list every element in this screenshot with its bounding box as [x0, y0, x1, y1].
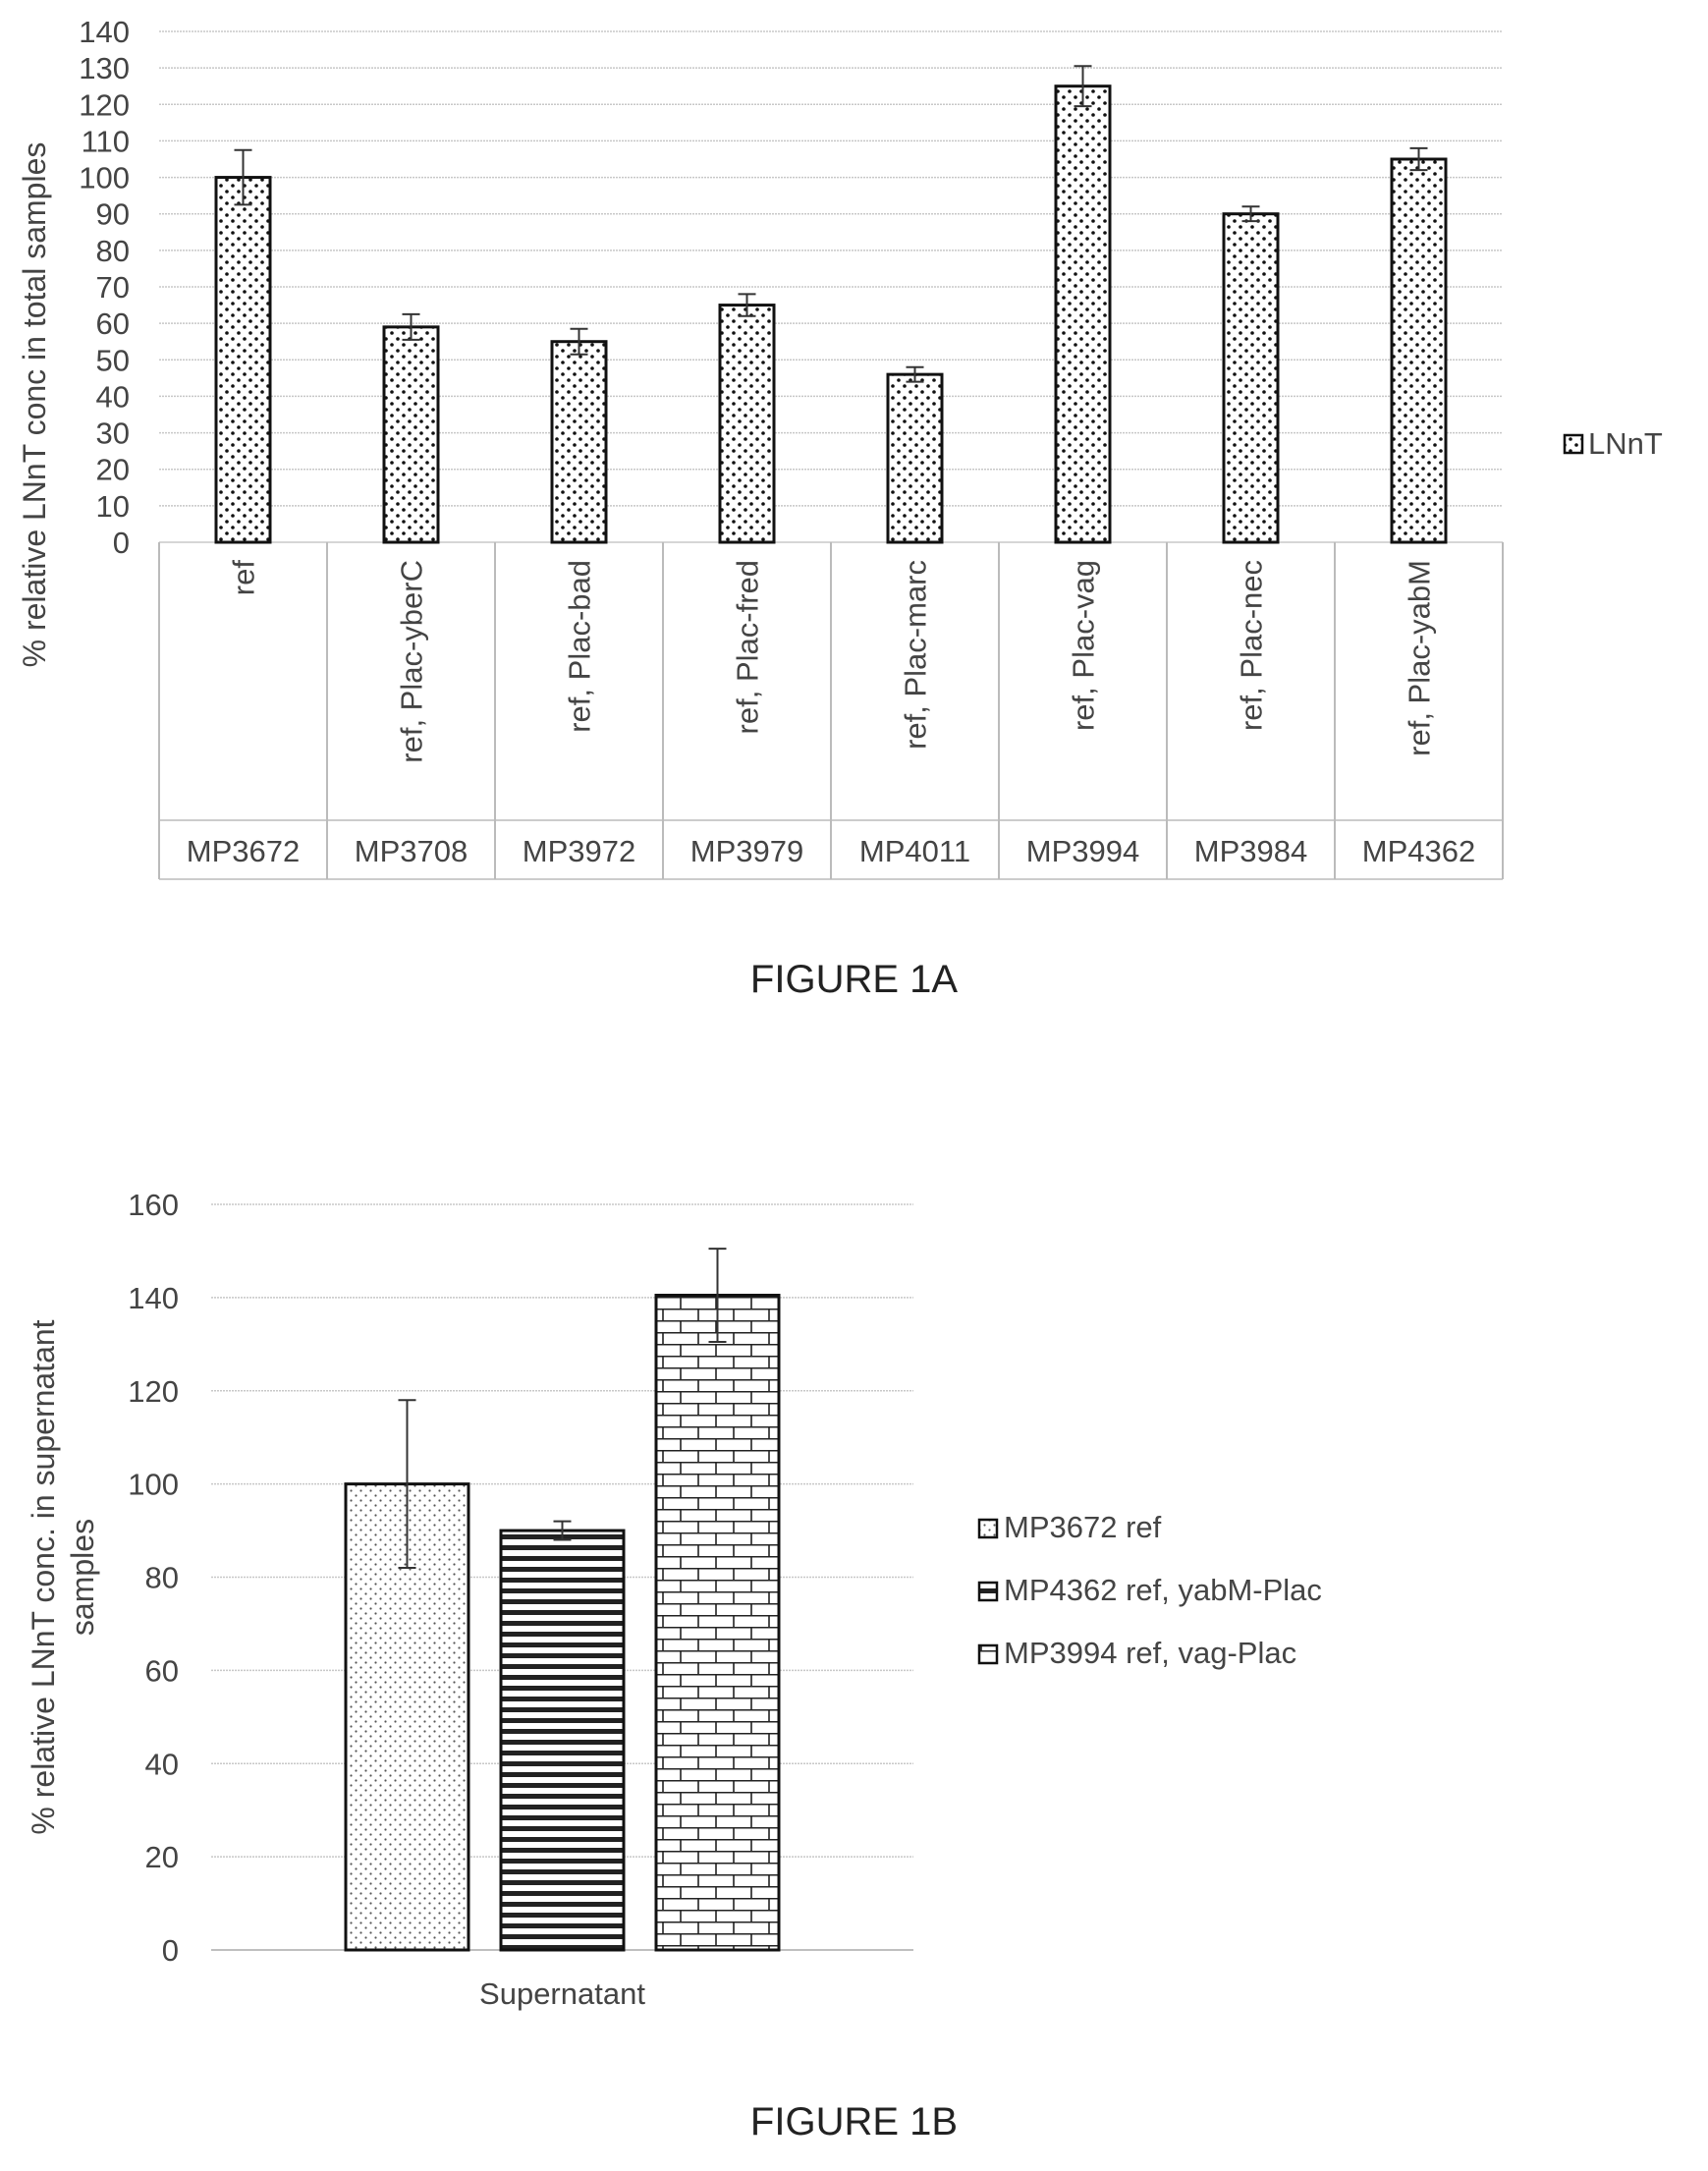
y-tick-label: 10	[96, 489, 130, 524]
bar-MP4362	[1390, 157, 1448, 544]
y-tick-label: 60	[145, 1653, 179, 1688]
y-tick-label: 140	[79, 15, 130, 49]
y-tick-label: 0	[113, 526, 130, 560]
y-tick-label: 90	[96, 197, 130, 232]
bar-series-3	[654, 1294, 781, 1952]
y-tick-label: 40	[96, 379, 130, 414]
y-axis-label-line: % relative LNnT conc. in supernatant	[26, 1319, 61, 1834]
category-strain-label: MP3972	[523, 834, 635, 868]
y-axis-label: % relative LNnT conc. in supernatant samp…	[26, 1319, 100, 1834]
bar-MP3979	[718, 304, 776, 544]
y-tick-label: 140	[128, 1281, 179, 1315]
y-tick-label: 0	[162, 1933, 179, 1968]
y-axis-label-line: samples	[65, 1519, 100, 1636]
y-tick-label: 20	[96, 453, 130, 487]
y-tick-label: 100	[79, 161, 130, 195]
y-tick-label: 120	[79, 87, 130, 122]
figure-caption-1a: FIGURE 1A	[749, 958, 959, 1001]
category-label: ref, Plac-vag	[1067, 560, 1101, 731]
bar-MP3984	[1222, 212, 1280, 544]
y-tick-label: 40	[145, 1747, 179, 1781]
category-strain-label: MP3994	[1026, 834, 1139, 868]
chart-figure-1b: 0 20 40 60 80 100 120 140 160 Supernatant % relati…	[26, 1188, 1322, 2011]
legend-swatch	[977, 1581, 999, 1602]
y-tick-label: 60	[96, 306, 130, 341]
bar-MP3972	[550, 340, 608, 544]
bar-MP3708	[382, 325, 440, 544]
y-tick-label: 20	[145, 1840, 179, 1874]
y-axis-label: % relative LNnT conc in total samples	[17, 142, 52, 668]
category-label: ref, Plac-marc	[899, 560, 933, 750]
category-label: ref	[227, 560, 261, 596]
bar-series-2	[499, 1529, 626, 1952]
legend-swatch	[977, 1643, 999, 1665]
category-label: ref, Plac-nec	[1235, 560, 1269, 731]
category-strain-label: MP3984	[1194, 834, 1307, 868]
y-tick-label: 100	[128, 1468, 179, 1502]
legend-swatch	[977, 1518, 999, 1539]
category-strain-label: MP4011	[859, 834, 970, 868]
bar-MP3672	[214, 176, 272, 544]
y-tick-label: 70	[96, 270, 130, 305]
y-tick-label: 120	[128, 1374, 179, 1409]
legend-label: MP4362 ref, yabM-Plac	[1004, 1573, 1322, 1607]
category-strain-label: MP3979	[690, 834, 803, 868]
category-strain-label: MP3672	[187, 834, 300, 868]
y-tick-label: 80	[145, 1561, 179, 1595]
figure-caption-1b: FIGURE 1B	[749, 2100, 959, 2143]
bar-MP4011	[886, 372, 944, 544]
bar-MP3994	[1054, 84, 1112, 544]
category-label: ref, Plac-bad	[563, 560, 597, 733]
x-category-label: Supernatant	[479, 1976, 645, 2011]
y-tick-label: 160	[128, 1188, 179, 1222]
category-strain-label: MP4362	[1362, 834, 1475, 868]
legend-label: LNnT	[1588, 426, 1663, 461]
category-strain-label: MP3708	[355, 834, 468, 868]
legend-label: MP3672 ref	[1004, 1510, 1162, 1544]
category-label: ref, Plac-yabM	[1403, 560, 1437, 756]
category-label: ref, Plac-fred	[731, 560, 765, 734]
legend-swatch	[1563, 433, 1584, 455]
legend-label: MP3994 ref, vag-Plac	[1004, 1636, 1296, 1670]
y-tick-label: 110	[82, 124, 130, 158]
y-tick-label: 50	[96, 343, 130, 377]
y-tick-label: 130	[79, 51, 130, 85]
y-tick-label: 80	[96, 234, 130, 268]
y-tick-label: 30	[96, 417, 130, 451]
category-label: ref, Plac-yberC	[395, 560, 429, 763]
